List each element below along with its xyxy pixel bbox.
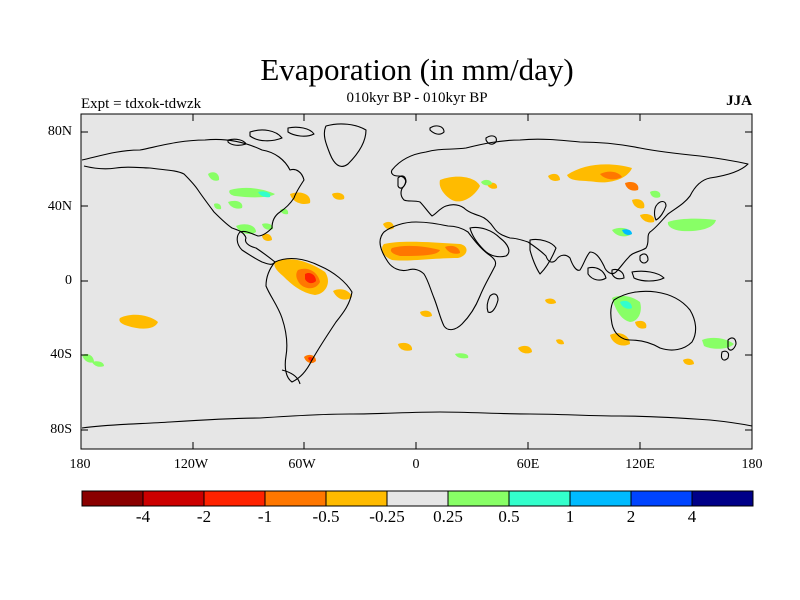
colorbar-label: 2 — [626, 507, 636, 526]
colorbar-swatch — [203, 490, 266, 507]
colorbar-swatch — [508, 490, 571, 507]
lat-label-80n: 80N — [47, 124, 72, 139]
lon-label-180w: 180 — [69, 457, 91, 472]
lon-label-120w: 120W — [173, 457, 209, 472]
lat-label-0: 0 — [65, 273, 72, 288]
colorbar-swatch — [630, 490, 693, 507]
map-background — [81, 114, 752, 449]
colorbar-swatch — [325, 490, 388, 507]
colorbar-swatch — [142, 490, 205, 507]
colorbar-label: -0.25 — [369, 507, 405, 526]
colorbar-swatch — [569, 490, 632, 507]
colorbar-label: -2 — [196, 507, 212, 526]
colorbar-label: -1 — [257, 507, 273, 526]
colorbar-label: 0.25 — [433, 507, 463, 526]
experiment-label: Expt = tdxok-tdwzk — [81, 96, 202, 112]
colorbar-swatch — [691, 490, 754, 507]
map-subtitle: 010kyr BP - 010kyr BP — [346, 90, 488, 106]
lon-label-180e: 180 — [741, 457, 763, 472]
coastlines — [81, 123, 753, 429]
lat-label-40n: 40N — [47, 199, 72, 214]
colorbar-label: -4 — [135, 507, 151, 526]
colorbar-swatch — [264, 490, 327, 507]
colorbar-swatch — [447, 490, 510, 507]
colorbar-label: 4 — [687, 507, 697, 526]
lat-label-80s: 80S — [50, 422, 72, 437]
colorbar-label: 0.5 — [498, 507, 520, 526]
lon-label-60e: 60E — [516, 457, 540, 472]
map-title: Evaporation (in mm/day) — [260, 52, 574, 87]
axis-ticks — [80, 114, 753, 449]
colorbar — [81, 490, 754, 507]
lon-label-120e: 120E — [625, 457, 655, 472]
colorbar-label: -0.5 — [312, 507, 340, 526]
lat-label-40s: 40S — [50, 347, 72, 362]
colorbar-label: 1 — [565, 507, 575, 526]
lon-label-0: 0 — [412, 457, 420, 472]
colorbar-swatch — [81, 490, 144, 507]
anomaly-patches — [82, 164, 734, 367]
lon-label-60w: 60W — [288, 457, 316, 472]
colorbar-swatch — [386, 490, 449, 507]
season-label: JJA — [726, 93, 752, 109]
